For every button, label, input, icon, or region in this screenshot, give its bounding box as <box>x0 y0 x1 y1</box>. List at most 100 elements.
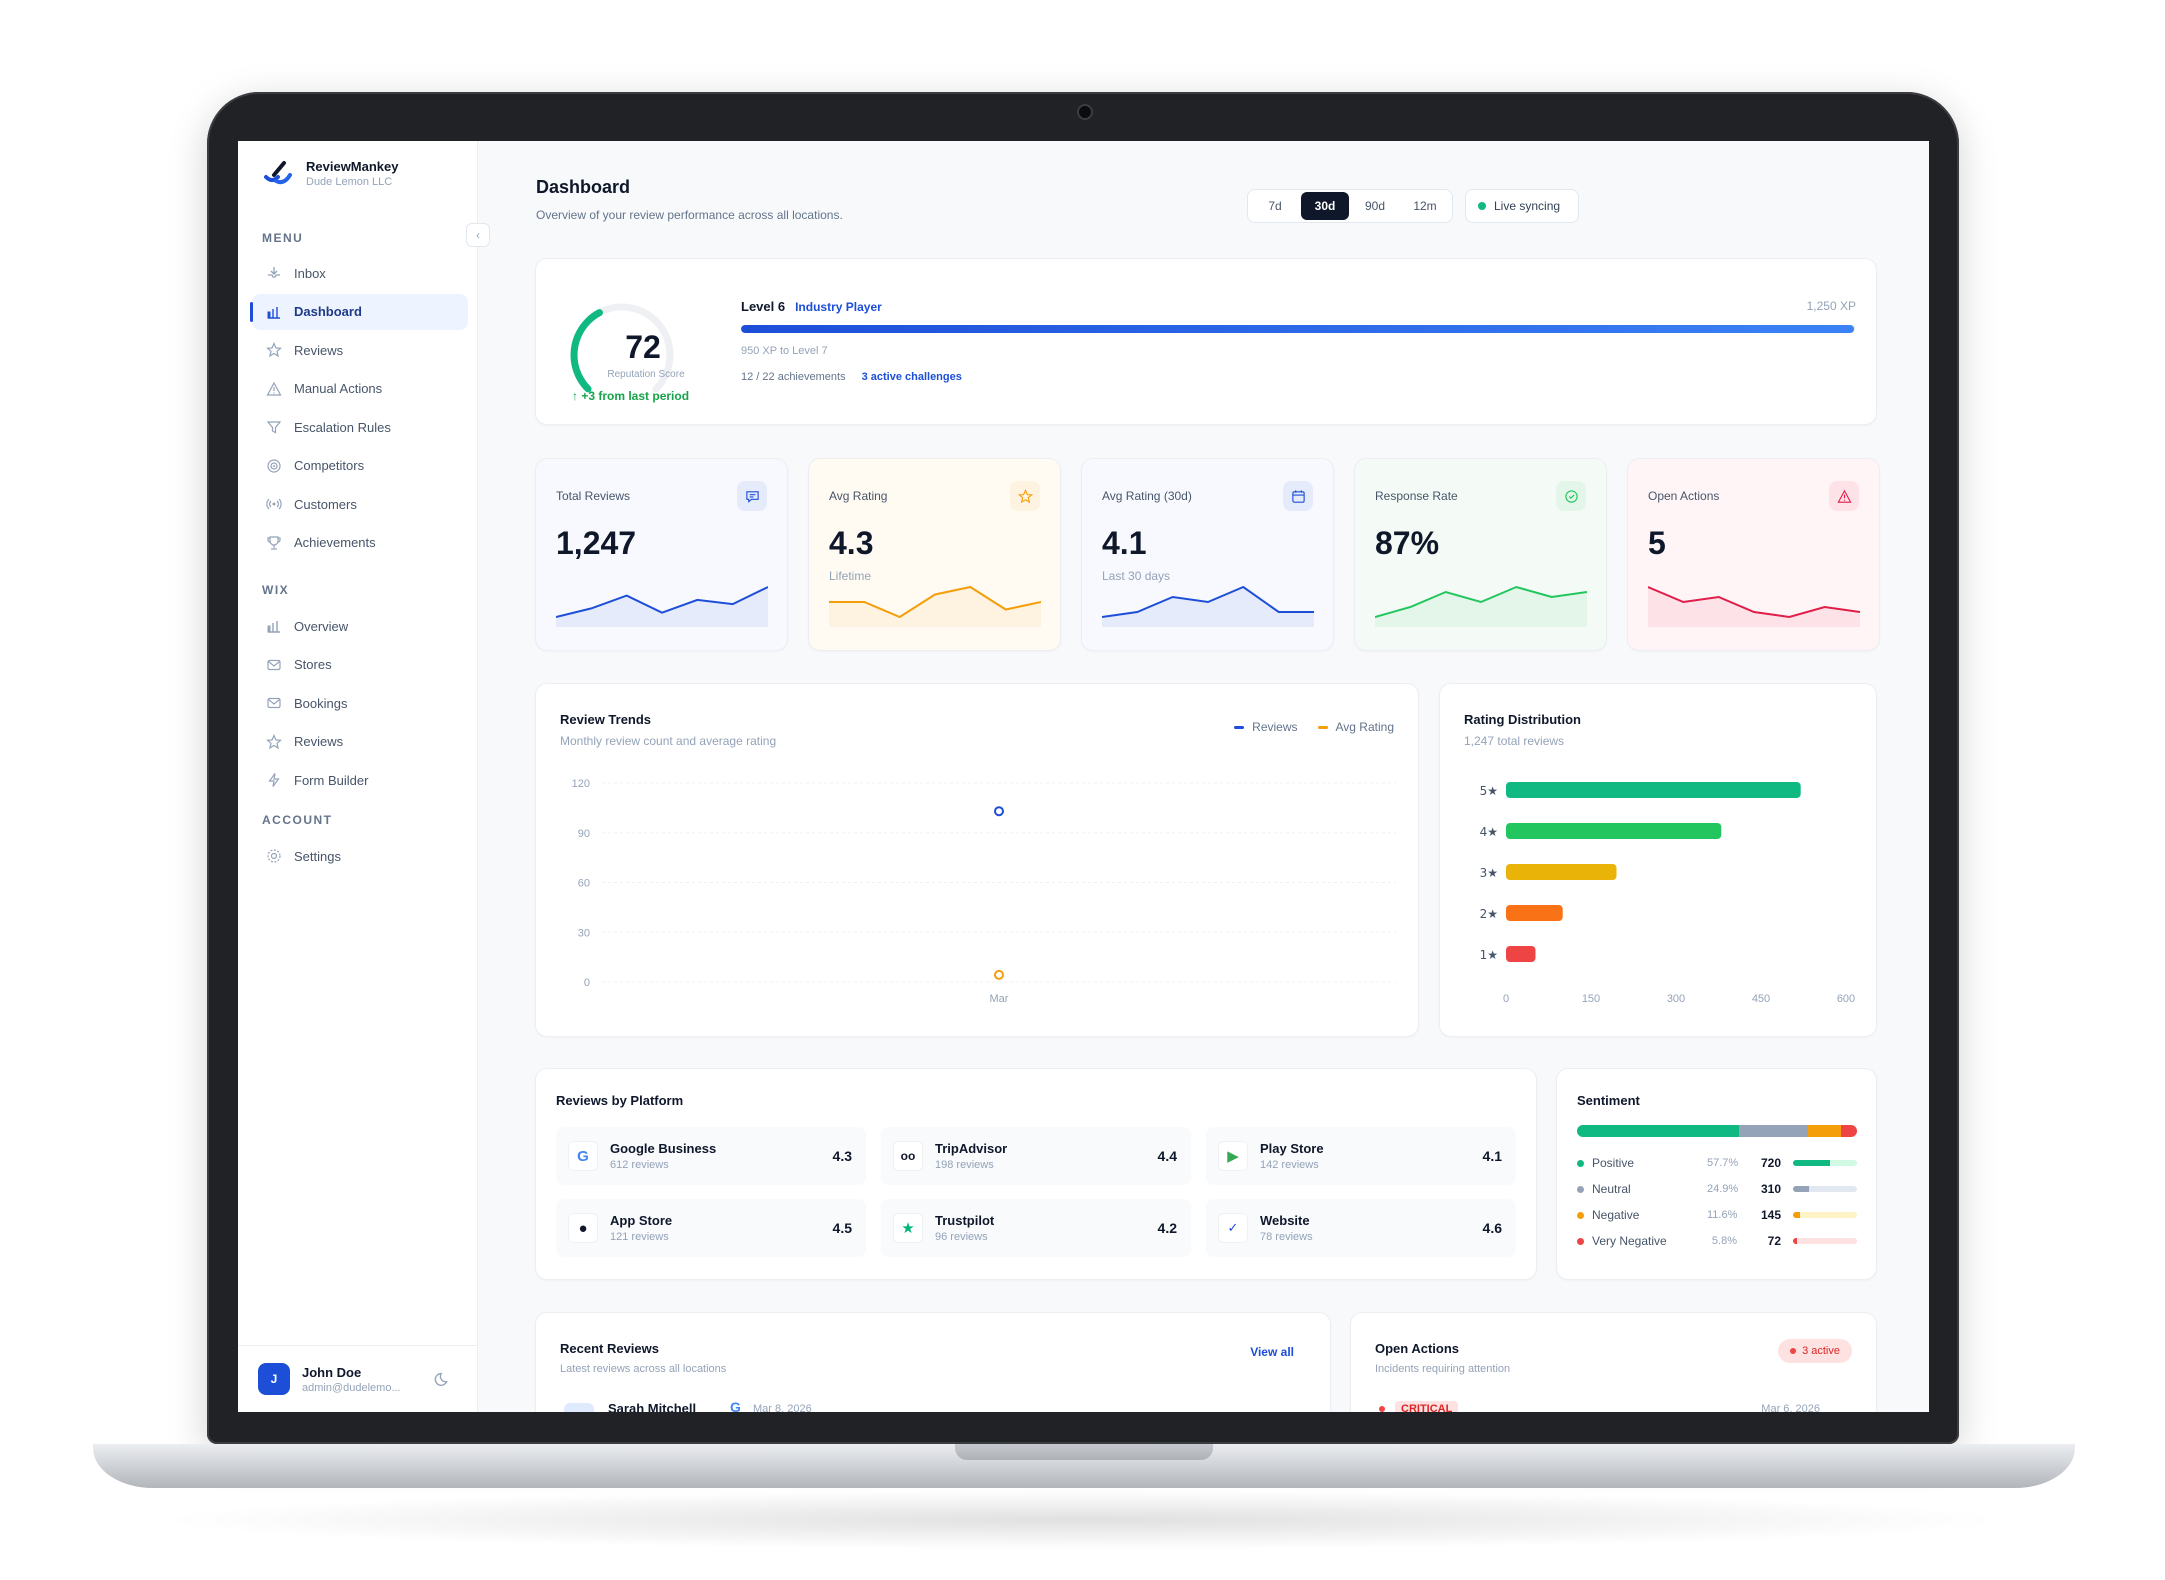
legend-item-reviews[interactable]: Reviews <box>1234 720 1298 734</box>
calendar-icon <box>1291 489 1305 503</box>
view-all-link[interactable]: View all <box>1250 1345 1294 1359</box>
category-label: 1★ <box>1480 948 1498 962</box>
sentiment-label: Neutral <box>1592 1182 1631 1196</box>
category-label: 3★ <box>1480 866 1498 880</box>
sparkline-area <box>1648 587 1860 627</box>
category-label: 2★ <box>1480 907 1498 921</box>
reviewer-name[interactable]: Sarah Mitchell <box>608 1401 697 1412</box>
platform-review-count: 142 reviews <box>1260 1159 1319 1171</box>
stat-icon-wrap <box>1283 481 1313 511</box>
brand[interactable]: ReviewMankey Dude Lemon LLC <box>262 157 399 189</box>
sentiment-count: 310 <box>1760 1182 1781 1196</box>
live-sync-status[interactable]: Live syncing <box>1465 189 1579 223</box>
sidebar-item-manual-actions[interactable]: Manual Actions <box>252 371 468 407</box>
sidebar-item-achievements[interactable]: Achievements <box>252 525 468 561</box>
sentiment-title: Sentiment <box>1577 1093 1640 1108</box>
target-icon <box>267 458 281 473</box>
reputation-score: 72 <box>625 329 661 365</box>
legend-swatch <box>1317 725 1328 729</box>
platform-tripadvisor[interactable]: oo TripAdvisor 198 reviews 4.4 <box>881 1127 1191 1185</box>
sidebar-item-label: Escalation Rules <box>294 419 391 435</box>
xp-progress-bar <box>741 325 1855 333</box>
sidebar-item-reviews[interactable]: Reviews <box>252 332 468 368</box>
sidebar-item-competitors[interactable]: Competitors <box>252 448 468 484</box>
recent-reviews-card: Recent Reviews Latest reviews across all… <box>535 1312 1331 1412</box>
platform-trustpilot[interactable]: ★ Trustpilot 96 reviews 4.2 <box>881 1199 1191 1257</box>
moon-icon[interactable] <box>434 1370 452 1388</box>
google-icon: G <box>568 1141 598 1171</box>
star-icon <box>266 733 282 749</box>
stat-card-response-rate[interactable]: Response Rate 87% <box>1354 458 1607 651</box>
sentiment-fill <box>1793 1212 1801 1218</box>
sidebar-item-overview[interactable]: Overview <box>252 608 468 644</box>
stat-card-avg-rating[interactable]: Avg Rating 4.3 Lifetime <box>808 458 1061 651</box>
platform-play-store[interactable]: ▶ Play Store 142 reviews 4.1 <box>1206 1127 1516 1185</box>
distribution-bar[interactable] <box>1506 823 1722 839</box>
stat-title: Avg Rating <box>829 489 888 503</box>
x-tick-label: 450 <box>1752 993 1770 1005</box>
data-point-reviews[interactable] <box>994 806 1004 817</box>
distribution-bar[interactable] <box>1506 946 1536 962</box>
collapse-sidebar-button[interactable]: ‹ <box>466 223 490 247</box>
xp-total: 1,250 XP <box>1806 299 1856 313</box>
bar-chart-icon <box>267 621 280 633</box>
sidebar-item-reviews[interactable]: Reviews <box>252 724 468 760</box>
sidebar-item-settings[interactable]: Settings <box>252 838 468 874</box>
user-profile[interactable]: J John Doe admin@dudelemo... <box>238 1345 478 1412</box>
range-button-7d[interactable]: 7d <box>1268 199 1282 213</box>
sparkline-area <box>1102 587 1314 627</box>
active-challenges-link[interactable]: 3 active challenges <box>861 371 962 383</box>
platform-name: App Store <box>610 1213 673 1228</box>
sidebar-item-inbox[interactable]: Inbox <box>252 255 468 291</box>
sentiment-label: Negative <box>1592 1208 1640 1222</box>
bar-chart-icon <box>267 306 280 319</box>
range-button-90d[interactable]: 90d <box>1364 199 1386 213</box>
sparkline-line <box>1102 585 1314 618</box>
play-store-icon: ▶ <box>1218 1141 1248 1171</box>
platform-rating: 4.6 <box>1482 1220 1502 1236</box>
trustpilot-icon: ★ <box>893 1213 923 1243</box>
range-button-12m[interactable]: 12m <box>1413 199 1437 213</box>
sentiment-percent: 24.9% <box>1707 1183 1739 1195</box>
chevron-left-icon: ‹ <box>476 228 480 242</box>
sentiment-segment-neutral[interactable] <box>1738 1125 1809 1137</box>
sidebar-item-escalation-rules[interactable]: Escalation Rules <box>252 409 468 445</box>
sentiment-percent: 11.6% <box>1707 1209 1738 1221</box>
stat-card-avg-rating-30d[interactable]: Avg Rating (30d) 4.1 Last 30 days <box>1081 458 1334 651</box>
range-button-30d[interactable]: 30d <box>1301 192 1349 220</box>
sentiment-label: Positive <box>1592 1156 1635 1170</box>
rating-distribution-chart: 5★ 4★ 3★ 2★ 1★ 0 150 300 450 600 <box>1480 782 1855 1005</box>
sidebar-item-customers[interactable]: Customers <box>252 486 468 522</box>
distribution-bar[interactable] <box>1506 782 1801 798</box>
laptop-shadow <box>150 1490 2015 1550</box>
sidebar-item-bookings[interactable]: Bookings <box>252 685 468 721</box>
sentiment-segment-very-negative[interactable] <box>1840 1125 1857 1137</box>
sidebar-item-stores[interactable]: Stores <box>252 647 468 683</box>
distribution-bar[interactable] <box>1506 864 1617 880</box>
reputation-gauge <box>570 303 674 395</box>
sentiment-segment-positive[interactable] <box>1577 1125 1739 1137</box>
review-trends-subtitle: Monthly review count and average rating <box>560 734 777 748</box>
platform-rating: 4.4 <box>1157 1148 1177 1164</box>
stat-card-total-reviews[interactable]: Total Reviews 1,247 <box>535 458 788 651</box>
sentiment-row: Negative 11.6% 145 <box>1577 1205 1857 1225</box>
laptop-notch <box>955 1444 1213 1460</box>
reputation-score-label: Reputation Score <box>607 369 685 380</box>
sidebar-item-dashboard[interactable]: Dashboard <box>250 293 468 330</box>
platform-app-store[interactable]: ● App Store 121 reviews 4.5 <box>556 1199 866 1257</box>
sidebar-item-form-builder[interactable]: Form Builder <box>252 762 468 798</box>
x-tick-label: 600 <box>1837 993 1855 1005</box>
sparkline <box>556 586 768 627</box>
stat-card-open-actions[interactable]: Open Actions 5 <box>1627 458 1880 651</box>
sparkline <box>1375 585 1587 627</box>
data-point-avg-rating[interactable] <box>994 969 1004 980</box>
sentiment-segment-negative[interactable] <box>1808 1125 1841 1137</box>
alert-icon <box>1836 489 1852 503</box>
platform-website[interactable]: ✓ Website 78 reviews 4.6 <box>1206 1199 1516 1257</box>
platform-google-business[interactable]: G Google Business 612 reviews 4.3 <box>556 1127 866 1185</box>
tripadvisor-icon: oo <box>893 1141 923 1171</box>
sparkline <box>1102 585 1314 627</box>
platform-review-count: 612 reviews <box>610 1159 669 1171</box>
legend-item-avg-rating[interactable]: Avg Rating <box>1317 720 1394 734</box>
distribution-bar[interactable] <box>1506 905 1563 921</box>
